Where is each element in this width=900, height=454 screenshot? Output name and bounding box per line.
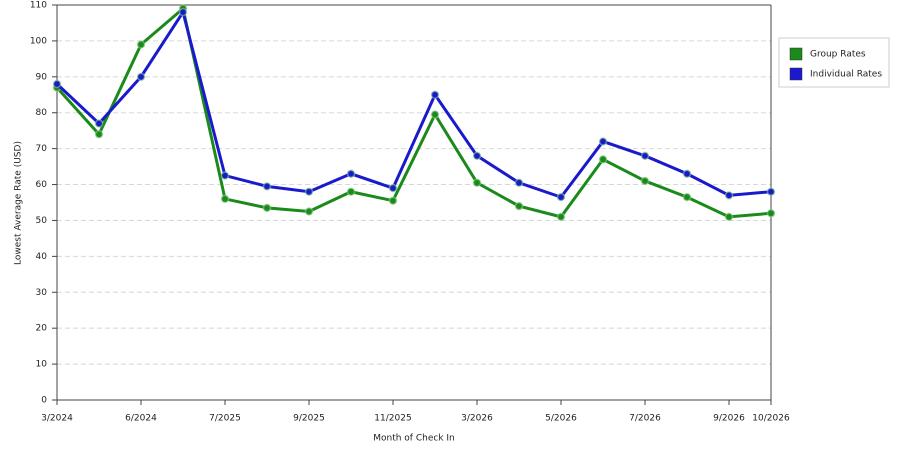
point bbox=[94, 130, 104, 139]
point bbox=[724, 191, 734, 200]
legend-label: Group Rates bbox=[810, 50, 866, 60]
legend-swatch bbox=[789, 47, 803, 61]
x-tick-label: 7/2026 bbox=[629, 414, 661, 424]
x-tick-label: 5/2026 bbox=[545, 414, 577, 424]
y-tick-label: 40 bbox=[36, 252, 48, 262]
point bbox=[136, 40, 146, 49]
point bbox=[346, 169, 356, 179]
x-tick-label: 7/2025 bbox=[209, 414, 241, 424]
point bbox=[682, 192, 692, 202]
point bbox=[598, 137, 608, 146]
point bbox=[178, 7, 188, 17]
point bbox=[136, 72, 146, 82]
point bbox=[640, 151, 650, 161]
series-line bbox=[55, 5, 772, 219]
point bbox=[472, 178, 482, 187]
point bbox=[220, 194, 230, 204]
point bbox=[430, 90, 440, 100]
point bbox=[724, 212, 734, 222]
point bbox=[262, 203, 272, 213]
y-tick-label: 80 bbox=[36, 108, 48, 118]
point bbox=[514, 178, 524, 187]
point bbox=[556, 192, 566, 202]
y-tick-label: 10 bbox=[36, 360, 48, 370]
legend-swatch bbox=[789, 67, 803, 81]
point bbox=[766, 187, 776, 196]
point bbox=[598, 155, 608, 164]
point bbox=[640, 176, 650, 186]
y-tick-label: 50 bbox=[36, 216, 48, 226]
x-tick-label: 3/2026 bbox=[461, 414, 493, 424]
x-tick-label: 9/2025 bbox=[293, 414, 325, 424]
point bbox=[430, 110, 440, 119]
point bbox=[388, 196, 398, 205]
y-tick-label: 100 bbox=[30, 36, 47, 46]
x-tick-label: 6/2024 bbox=[125, 414, 157, 424]
series-line bbox=[55, 8, 772, 199]
y-tick-label: 0 bbox=[41, 396, 47, 406]
point bbox=[514, 201, 524, 211]
y-tick-label: 110 bbox=[30, 1, 47, 11]
point bbox=[304, 187, 314, 196]
legend-label: Individual Rates bbox=[810, 70, 882, 80]
point bbox=[388, 183, 398, 193]
x-axis-title: Month of Check In bbox=[373, 434, 455, 444]
y-tick-label: 70 bbox=[36, 144, 48, 154]
y-tick-label: 20 bbox=[36, 324, 48, 334]
y-tick-label: 30 bbox=[36, 288, 48, 298]
y-tick-label: 90 bbox=[36, 72, 48, 82]
point bbox=[556, 212, 566, 222]
x-tick-label: 3/2024 bbox=[41, 414, 73, 424]
point bbox=[682, 169, 692, 179]
point bbox=[304, 207, 314, 216]
point bbox=[346, 187, 356, 196]
x-tick-label: 11/2025 bbox=[374, 414, 411, 424]
point bbox=[472, 151, 482, 161]
point bbox=[766, 209, 776, 218]
x-tick-label: 10/2026 bbox=[752, 414, 790, 424]
y-axis-title: Lowest Average Rate (USD) bbox=[14, 141, 24, 265]
x-tick-label: 9/2026 bbox=[713, 414, 745, 424]
point bbox=[262, 182, 272, 191]
point bbox=[220, 171, 230, 180]
point bbox=[94, 119, 104, 128]
point bbox=[52, 79, 62, 89]
y-tick-label: 60 bbox=[36, 180, 48, 190]
